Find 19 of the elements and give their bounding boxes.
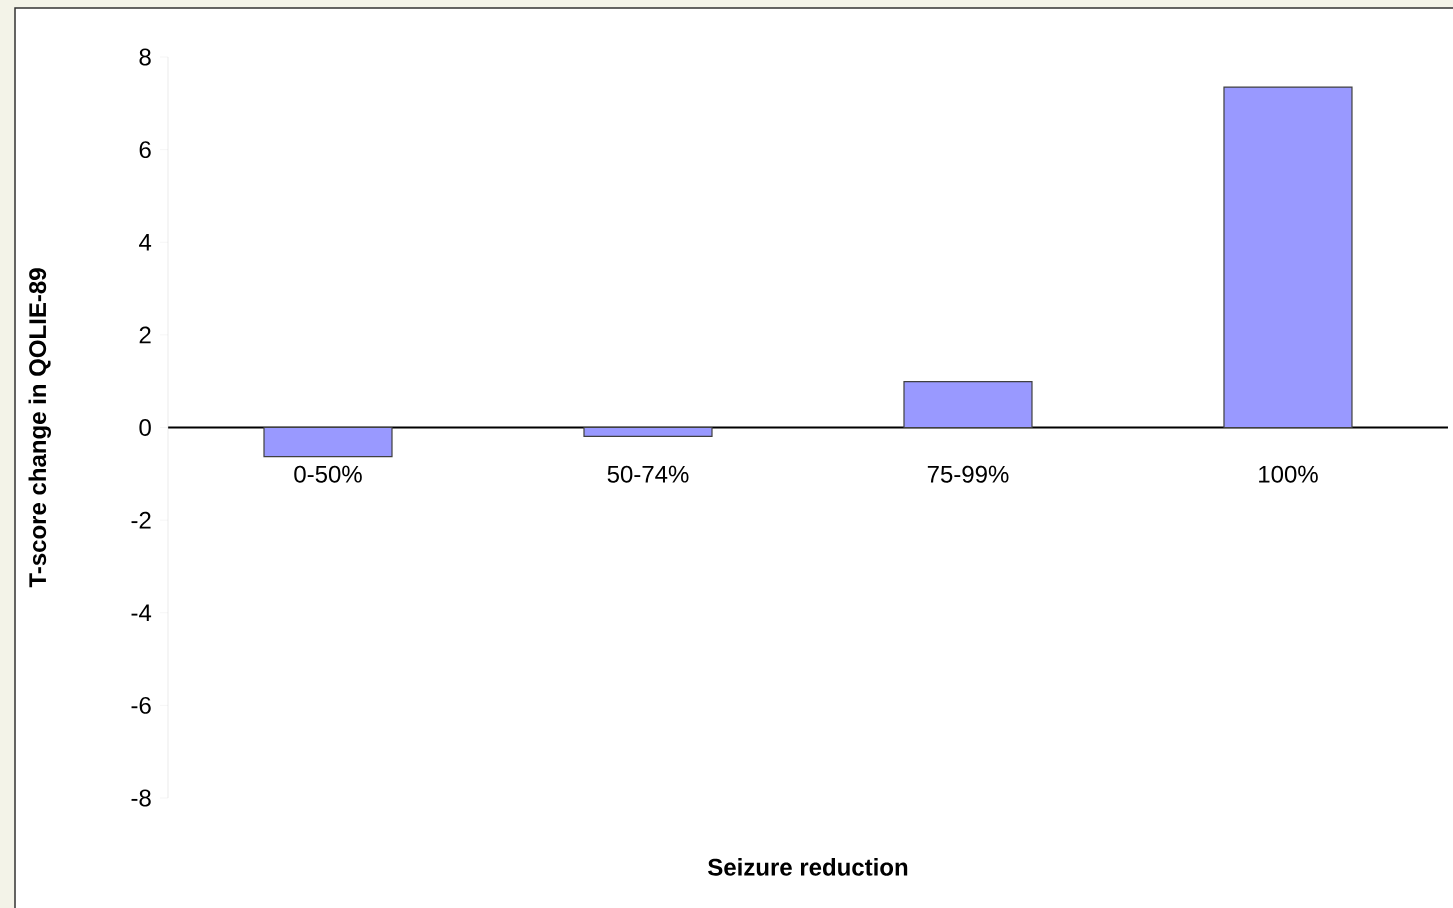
bar bbox=[903, 381, 1033, 429]
y-axis-title: T-score change in QOLIE-89 bbox=[28, 268, 51, 588]
y-tick-label: 2 bbox=[139, 326, 151, 344]
x-tick-label: 100% bbox=[1259, 465, 1318, 483]
bar bbox=[583, 426, 713, 437]
x-axis-title: Seizure reduction bbox=[708, 858, 908, 876]
y-tick-label: -8 bbox=[131, 789, 151, 807]
y-tick-label: 4 bbox=[139, 233, 152, 251]
y-tick-label: -6 bbox=[131, 696, 151, 714]
y-tick-label: 0 bbox=[139, 419, 151, 436]
y-tick-label: -4 bbox=[131, 604, 152, 622]
x-tick-label: 0-50% bbox=[294, 465, 362, 483]
bar bbox=[263, 426, 393, 458]
y-tick-label: 6 bbox=[139, 141, 151, 159]
bar bbox=[1223, 86, 1353, 429]
y-tick-label: -2 bbox=[131, 511, 151, 529]
x-tick-label: 50-74% bbox=[607, 465, 689, 483]
y-tick-label: 8 bbox=[139, 48, 151, 66]
x-tick-label: 75-99% bbox=[927, 465, 1009, 483]
